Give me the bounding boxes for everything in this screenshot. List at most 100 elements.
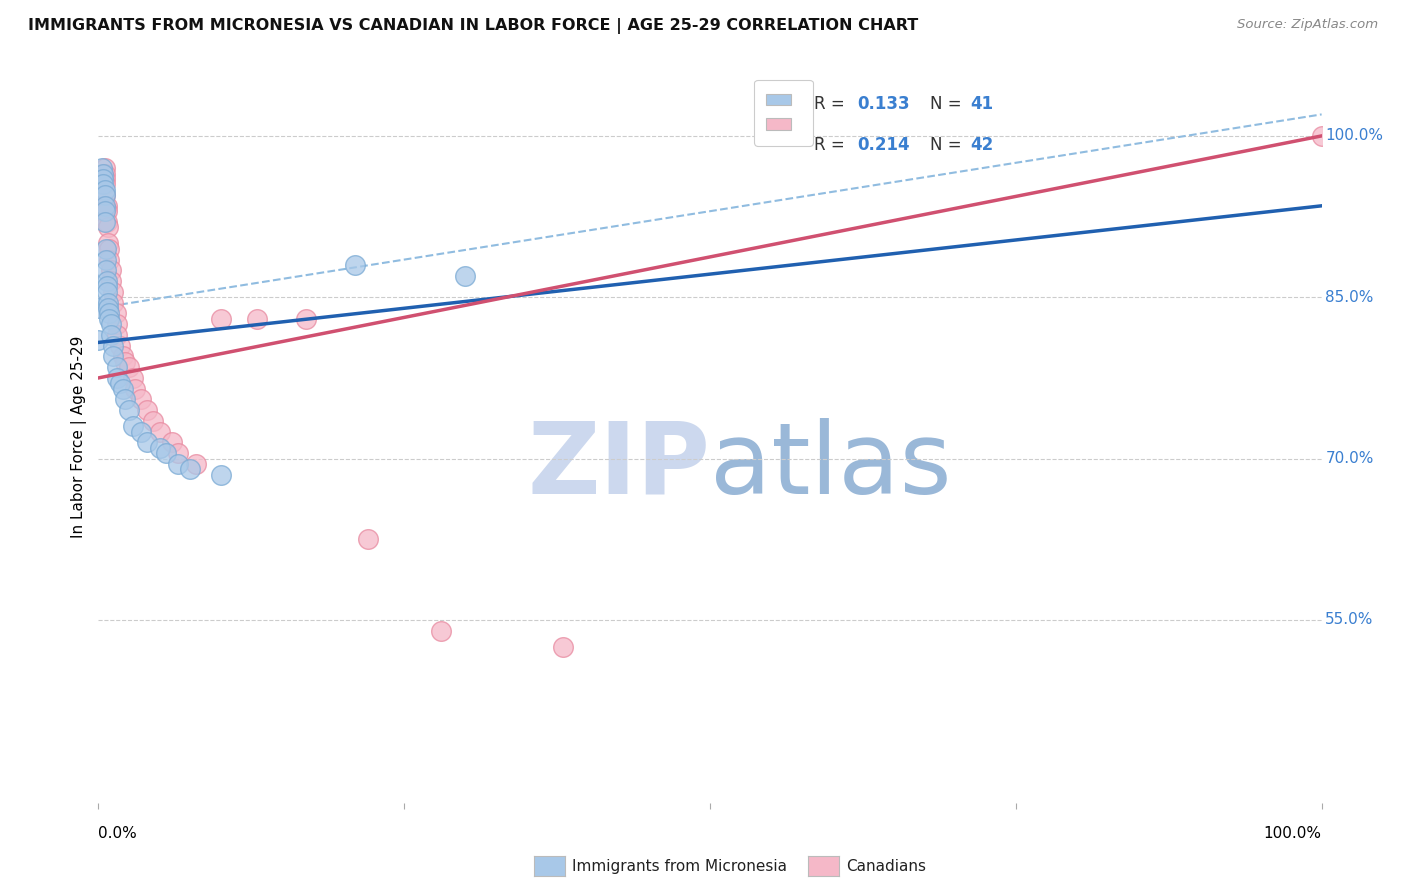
- Text: Source: ZipAtlas.com: Source: ZipAtlas.com: [1237, 18, 1378, 31]
- Point: [93, 167, 115, 181]
- Point: [118, 360, 141, 375]
- Point: [105, 371, 128, 385]
- Text: 0.214: 0.214: [856, 136, 910, 153]
- Point: [186, 457, 208, 471]
- Point: [100, 317, 122, 331]
- Point: [454, 268, 477, 283]
- Point: [246, 311, 269, 326]
- Point: [93, 204, 115, 219]
- Point: [121, 419, 143, 434]
- Point: [98, 242, 121, 256]
- Point: [553, 640, 575, 654]
- Point: [160, 435, 183, 450]
- Point: [93, 183, 115, 197]
- Point: [124, 382, 146, 396]
- Point: [100, 327, 122, 342]
- Point: [91, 172, 114, 186]
- Text: N =: N =: [931, 136, 967, 153]
- Point: [149, 441, 172, 455]
- Point: [121, 371, 143, 385]
- Point: [105, 360, 128, 375]
- Point: [96, 279, 118, 293]
- Point: [129, 425, 152, 439]
- Text: 55.0%: 55.0%: [1326, 613, 1374, 627]
- Point: [100, 263, 122, 277]
- Point: [105, 317, 128, 331]
- Legend: , : ,: [754, 79, 813, 145]
- Point: [209, 467, 232, 482]
- Text: N =: N =: [931, 95, 967, 113]
- Point: [96, 199, 118, 213]
- Text: Immigrants from Micronesia: Immigrants from Micronesia: [572, 859, 787, 873]
- Point: [167, 457, 190, 471]
- Point: [430, 624, 453, 638]
- Point: [356, 533, 378, 547]
- Point: [155, 446, 177, 460]
- Text: 0.0%: 0.0%: [98, 827, 138, 841]
- Point: [98, 252, 121, 267]
- Point: [97, 301, 120, 315]
- Text: Canadians: Canadians: [846, 859, 927, 873]
- Point: [295, 311, 318, 326]
- Point: [91, 161, 114, 176]
- Point: [110, 376, 132, 391]
- Point: [111, 350, 134, 364]
- Point: [91, 172, 114, 186]
- Point: [93, 188, 115, 202]
- Point: [149, 425, 172, 439]
- Point: [91, 204, 114, 219]
- Point: [94, 263, 117, 277]
- Point: [93, 199, 115, 213]
- Point: [96, 204, 118, 219]
- Point: [105, 327, 128, 342]
- Point: [118, 403, 141, 417]
- Point: [136, 435, 159, 450]
- Point: [98, 306, 121, 320]
- Point: [111, 382, 134, 396]
- Text: 100.0%: 100.0%: [1326, 128, 1384, 144]
- Point: [209, 311, 232, 326]
- Point: [93, 161, 115, 176]
- Text: 41: 41: [970, 95, 994, 113]
- Point: [96, 215, 118, 229]
- Point: [100, 274, 122, 288]
- Point: [96, 285, 118, 299]
- Point: [93, 215, 115, 229]
- Point: [87, 333, 110, 347]
- Point: [104, 306, 127, 320]
- Point: [344, 258, 367, 272]
- Text: 42: 42: [970, 136, 994, 153]
- Point: [101, 350, 124, 364]
- Point: [93, 199, 115, 213]
- Text: 85.0%: 85.0%: [1326, 290, 1374, 305]
- Text: IMMIGRANTS FROM MICRONESIA VS CANADIAN IN LABOR FORCE | AGE 25-29 CORRELATION CH: IMMIGRANTS FROM MICRONESIA VS CANADIAN I…: [28, 18, 918, 34]
- Point: [96, 274, 118, 288]
- Point: [101, 295, 124, 310]
- Point: [94, 242, 117, 256]
- Point: [101, 285, 124, 299]
- Point: [97, 220, 120, 235]
- Point: [101, 339, 124, 353]
- Point: [1310, 128, 1333, 143]
- Point: [110, 339, 132, 353]
- Point: [167, 446, 190, 460]
- Point: [114, 392, 136, 407]
- Point: [98, 311, 121, 326]
- Point: [93, 188, 115, 202]
- Y-axis label: In Labor Force | Age 25-29: In Labor Force | Age 25-29: [72, 336, 87, 538]
- Text: 100.0%: 100.0%: [1264, 827, 1322, 841]
- Point: [129, 392, 152, 407]
- Point: [94, 252, 117, 267]
- Point: [93, 172, 115, 186]
- Point: [91, 178, 114, 192]
- Text: 70.0%: 70.0%: [1326, 451, 1374, 467]
- Point: [179, 462, 201, 476]
- Point: [91, 167, 114, 181]
- Point: [87, 301, 110, 315]
- Point: [97, 295, 120, 310]
- Text: R =: R =: [814, 95, 851, 113]
- Point: [97, 236, 120, 251]
- Text: R =: R =: [814, 136, 851, 153]
- Point: [142, 414, 165, 428]
- Text: atlas: atlas: [710, 417, 952, 515]
